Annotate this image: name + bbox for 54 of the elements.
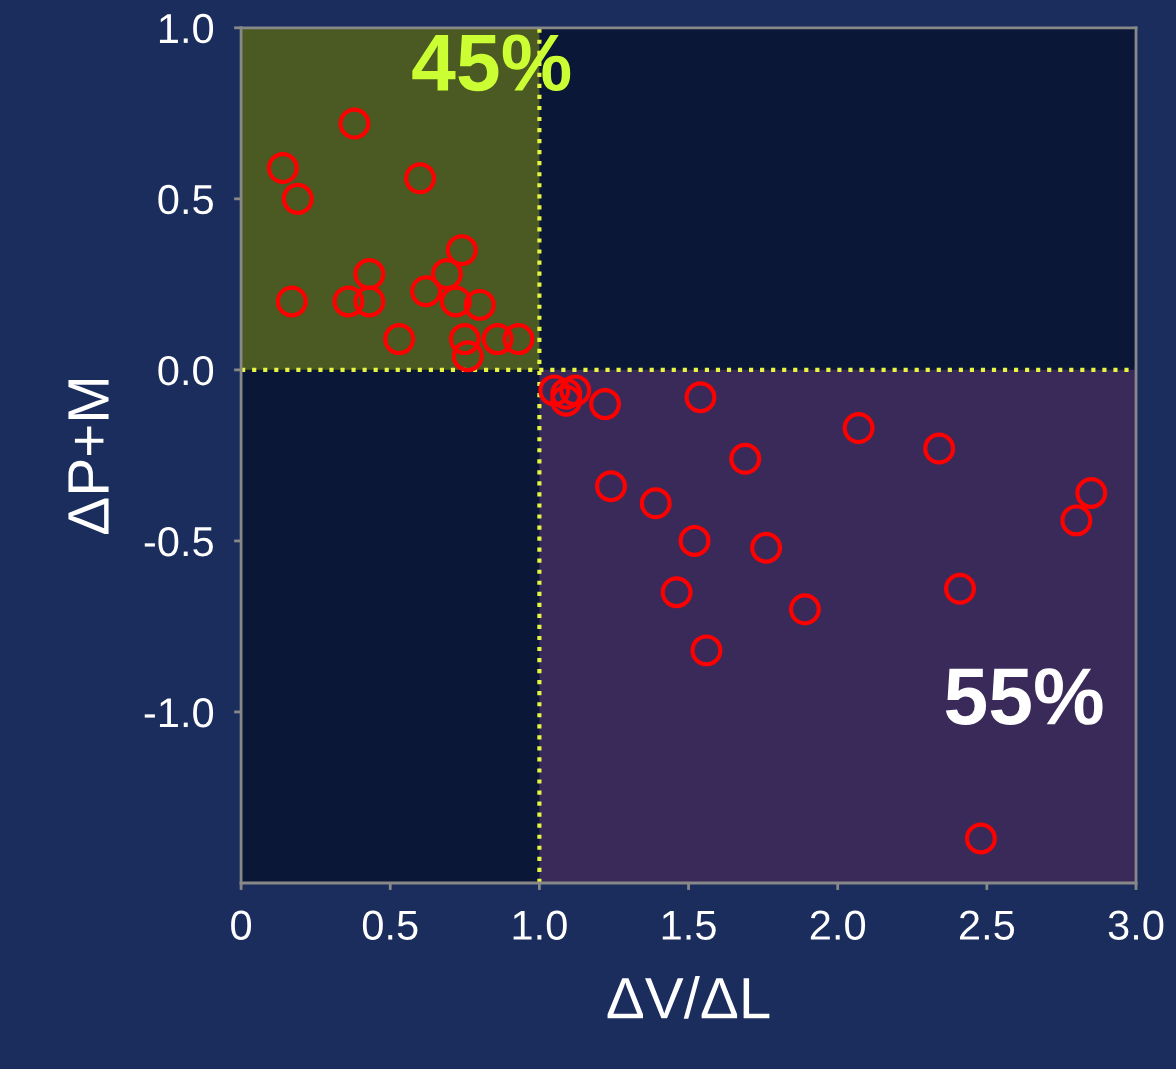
point	[550, 377, 583, 410]
point	[266, 152, 299, 185]
x-tick-label: 0	[231, 910, 252, 940]
point	[332, 285, 365, 318]
point	[923, 432, 956, 465]
point	[502, 323, 535, 356]
point	[275, 285, 308, 318]
point	[353, 285, 386, 318]
point	[690, 634, 723, 667]
x-tick-label: 2.5	[960, 910, 1015, 940]
x-tick-label: 3.0	[1108, 910, 1164, 940]
point	[281, 182, 314, 215]
point	[481, 323, 514, 356]
point	[559, 374, 592, 407]
point	[404, 162, 437, 195]
point	[448, 323, 481, 356]
x-tick-label: 0.5	[362, 910, 418, 940]
point	[1075, 477, 1108, 509]
point	[353, 258, 386, 291]
point	[750, 531, 783, 564]
x-tick-label: 2.0	[810, 910, 866, 940]
x-axis-title: ΔV/ΔL	[607, 976, 770, 1019]
y-tick-label: 0.5	[158, 184, 213, 215]
point	[842, 412, 875, 445]
point	[410, 275, 443, 308]
point	[964, 822, 997, 855]
annotation: 55%	[945, 668, 1103, 726]
point	[684, 381, 717, 414]
point	[383, 323, 416, 356]
annotation: 45%	[412, 34, 571, 92]
point	[445, 234, 478, 267]
x-tick-label: 1.0	[513, 910, 567, 940]
point	[595, 470, 627, 503]
y-tick-label: -0.5	[144, 526, 213, 557]
point	[550, 384, 583, 417]
point	[729, 442, 762, 475]
point	[338, 107, 371, 140]
y-tick-label: -1.0	[144, 697, 214, 728]
point	[788, 593, 821, 626]
point	[639, 487, 672, 520]
point	[660, 576, 693, 609]
point	[538, 374, 571, 407]
point	[589, 388, 621, 421]
y-tick-label: 0.0	[158, 355, 214, 386]
point	[678, 524, 711, 557]
point	[1060, 504, 1093, 537]
point	[430, 258, 463, 291]
point	[944, 572, 976, 605]
y-axis-title: ΔP+M	[68, 379, 109, 534]
point	[463, 288, 496, 321]
y-tick-label: 1.0	[159, 13, 214, 44]
point	[439, 285, 472, 318]
x-tick-label: 1.5	[662, 910, 716, 940]
point	[451, 340, 484, 373]
